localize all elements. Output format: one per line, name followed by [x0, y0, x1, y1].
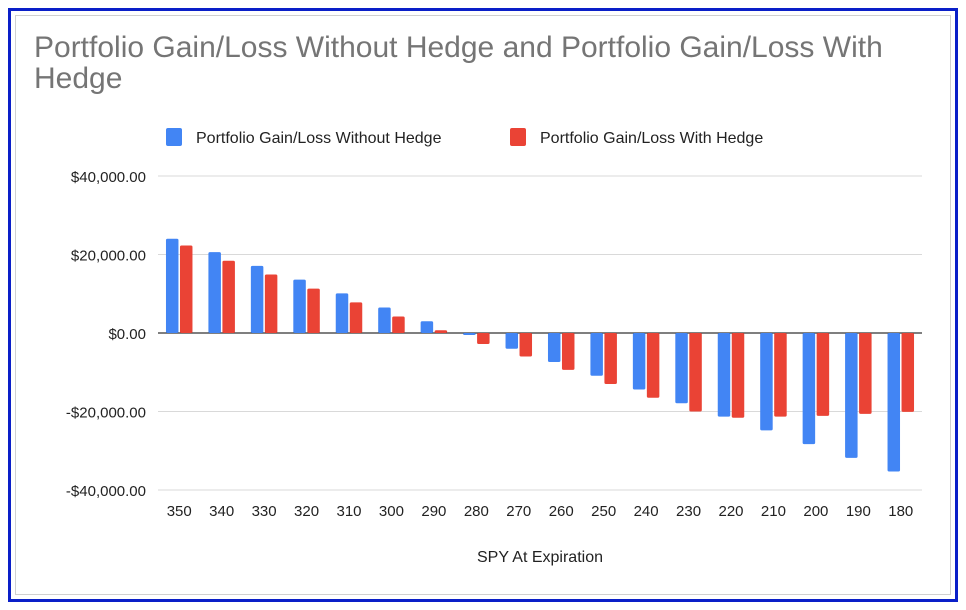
legend-swatch: [510, 128, 526, 146]
bar-with-hedge: [179, 245, 193, 333]
x-tick-label: 350: [167, 503, 192, 520]
bar-with-hedge: [392, 316, 405, 333]
x-tick-label: 330: [252, 503, 277, 520]
bar-without-hedge: [887, 333, 901, 472]
bar-without-hedge: [420, 321, 434, 333]
bar-with-hedge: [816, 333, 830, 416]
bar-with-hedge: [222, 260, 235, 333]
x-tick-label: 210: [761, 503, 786, 520]
x-tick-label: 310: [336, 503, 361, 520]
bar-without-hedge: [505, 333, 519, 349]
bar-without-hedge: [335, 293, 349, 333]
x-tick-label: 280: [464, 503, 489, 520]
bar-with-hedge: [307, 288, 320, 333]
x-tick-label: 300: [379, 503, 404, 520]
legend-label: Portfolio Gain/Loss With Hedge: [540, 130, 763, 147]
bar-with-hedge: [774, 333, 787, 417]
bar-without-hedge: [547, 333, 561, 363]
y-tick-label: -$40,000.00: [66, 483, 146, 500]
x-tick-label: 230: [676, 503, 701, 520]
y-tick-label: $20,000.00: [71, 248, 146, 265]
x-tick-label: 220: [718, 503, 743, 520]
bar-with-hedge: [604, 333, 617, 385]
bar-with-hedge: [689, 333, 702, 412]
bar-with-hedge: [859, 333, 872, 414]
bar-without-hedge: [760, 333, 773, 431]
x-axis-title: SPY At Expiration: [477, 549, 603, 566]
y-tick-label: -$20,000.00: [66, 405, 146, 422]
x-tick-label: 320: [294, 503, 319, 520]
bar-with-hedge: [264, 274, 278, 333]
bar-without-hedge: [632, 333, 646, 390]
bar-with-hedge: [349, 302, 363, 333]
x-tick-label: 270: [506, 503, 531, 520]
legend-label: Portfolio Gain/Loss Without Hedge: [196, 130, 442, 147]
bar-without-hedge: [165, 238, 179, 333]
x-tick-label: 250: [591, 503, 616, 520]
bar-with-hedge: [519, 333, 533, 357]
bar-without-hedge: [250, 265, 264, 333]
bar-without-hedge: [845, 333, 858, 458]
x-tick-label: 240: [634, 503, 659, 520]
bar-without-hedge: [463, 333, 476, 335]
bar-with-hedge: [646, 333, 660, 398]
bar-without-hedge: [717, 333, 731, 417]
bar-without-hedge: [802, 333, 816, 445]
x-tick-label: 260: [549, 503, 574, 520]
y-tick-label: $0.00: [108, 326, 146, 343]
chart-area: [15, 15, 951, 595]
chart-title: Portfolio Gain/Loss Without Hedge and Po…: [34, 31, 883, 95]
legend-swatch: [166, 128, 182, 146]
bar-with-hedge: [434, 330, 448, 333]
x-tick-label: 200: [803, 503, 828, 520]
y-tick-label: $40,000.00: [71, 169, 146, 186]
bar-without-hedge: [378, 307, 391, 333]
bar-with-hedge: [901, 333, 915, 412]
x-tick-label: 180: [888, 503, 913, 520]
bar-without-hedge: [208, 252, 221, 333]
x-tick-label: 190: [846, 503, 871, 520]
bar-with-hedge: [477, 333, 490, 344]
bar-with-hedge: [731, 333, 745, 418]
bar-without-hedge: [675, 333, 688, 404]
x-tick-label: 290: [421, 503, 446, 520]
bar-without-hedge: [293, 279, 306, 333]
x-tick-label: 340: [209, 503, 234, 520]
bar-with-hedge: [561, 333, 575, 370]
bar-without-hedge: [590, 333, 603, 376]
